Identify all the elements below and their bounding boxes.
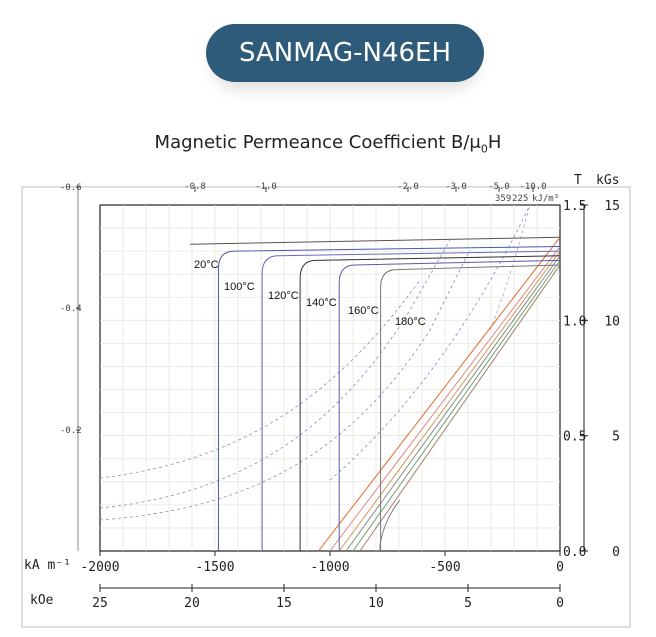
intrinsic-curve [338, 259, 561, 551]
curves [99, 204, 561, 552]
outer-frame [21, 186, 631, 628]
normal-curve-knee [379, 499, 401, 551]
bh-line [329, 246, 561, 552]
y-axis-t-label: T [574, 173, 582, 188]
x-tick-label: 0 [556, 560, 564, 575]
permeance-line [99, 249, 471, 521]
t-tick-label: 1.0 [563, 314, 586, 329]
bh-line [359, 264, 561, 552]
intrinsic-curve [299, 255, 561, 551]
t-tick-label: 0.0 [563, 545, 586, 560]
temperature-label: 180°C [395, 316, 426, 328]
bh-line [338, 250, 561, 552]
intrinsic-curve [217, 246, 561, 551]
left-tick-label: -0.2 [60, 426, 82, 436]
temperature-label: 20°C [194, 259, 219, 271]
x-tick-label: -1000 [310, 560, 349, 575]
grid [100, 205, 560, 551]
intrinsic-curve [189, 236, 561, 245]
chart-title: Magnetic Permeance Coefficient B/μ0H [154, 132, 502, 156]
y-axis-kgs-label: kGs [596, 173, 619, 188]
left-tick-label: -0.6 [60, 183, 82, 193]
kgs-tick-label: 0 [612, 545, 620, 560]
bh-line [352, 260, 561, 552]
energy-label: 359 [495, 194, 511, 204]
x-axis-ka-label: kA m⁻¹ [24, 558, 71, 573]
temperature-label: 100°C [224, 281, 255, 293]
x-tick-label: -500 [429, 560, 460, 575]
x-tick-label: -2000 [80, 560, 119, 575]
koe-tick-label: 10 [368, 596, 384, 611]
koe-tick-label: 20 [184, 596, 200, 611]
energy-label: 225 [512, 194, 528, 204]
t-tick-label: 1.5 [563, 199, 586, 214]
left-tick-label: -0.4 [60, 304, 82, 314]
kgs-tick-label: 10 [604, 314, 620, 329]
koe-tick-label: 0 [556, 596, 564, 611]
energy-label: kJ/m³ [532, 194, 559, 204]
intrinsic-curve [261, 250, 561, 551]
permeance-line [99, 239, 451, 509]
temperature-label: 120°C [268, 290, 299, 302]
labels: 20°C 100°C 120°C 140°C 160°C 180°C [194, 259, 426, 328]
bh-line [318, 236, 561, 552]
koe-tick-label: 25 [92, 596, 108, 611]
product-badge: SANMAG-N46EH [206, 24, 484, 82]
temperature-label: 160°C [348, 305, 379, 317]
intrinsic-curve [380, 264, 561, 551]
x-tick-label: -1500 [195, 560, 234, 575]
permeance-line [99, 279, 421, 479]
koe-tick-label: 5 [464, 596, 472, 611]
kgs-tick-label: 5 [612, 430, 620, 445]
bh-line [345, 255, 561, 552]
kgs-tick-label: 15 [604, 199, 620, 214]
temperature-label: 140°C [306, 297, 337, 309]
koe-tick-label: 15 [276, 596, 292, 611]
t-tick-label: 0.5 [563, 430, 586, 445]
x-axis-koe-label: kOe [30, 593, 54, 608]
